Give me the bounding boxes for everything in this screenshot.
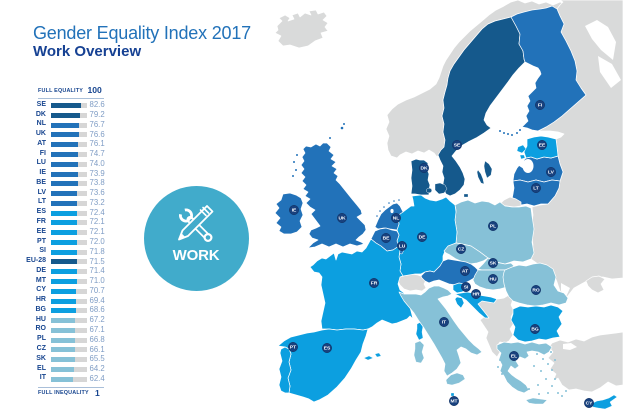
svg-text:FI: FI [538,103,543,109]
svg-text:HR: HR [472,292,480,298]
svg-text:SI: SI [464,285,469,291]
svg-text:ES: ES [324,346,331,352]
svg-text:EL: EL [511,354,517,360]
svg-text:FR: FR [371,281,378,287]
svg-text:DE: DE [419,235,427,241]
svg-text:SE: SE [454,143,461,149]
svg-text:LV: LV [548,170,555,176]
svg-text:RO: RO [532,288,540,294]
svg-text:PL: PL [490,224,496,230]
svg-text:BG: BG [531,327,539,333]
svg-text:IE: IE [292,208,297,214]
svg-text:MT: MT [450,399,457,405]
svg-text:LU: LU [399,244,406,250]
svg-text:CZ: CZ [458,247,465,253]
svg-text:PT: PT [290,345,296,351]
svg-text:EE: EE [539,143,546,149]
svg-text:HU: HU [489,277,497,283]
svg-text:DK: DK [420,166,428,172]
svg-text:LT: LT [533,186,539,192]
svg-text:BE: BE [383,236,391,242]
svg-text:NL: NL [393,216,400,222]
svg-text:UK: UK [338,216,346,222]
svg-text:CY: CY [586,401,594,407]
svg-text:SK: SK [490,261,497,267]
svg-text:AT: AT [462,269,468,275]
svg-text:IT: IT [442,320,446,326]
